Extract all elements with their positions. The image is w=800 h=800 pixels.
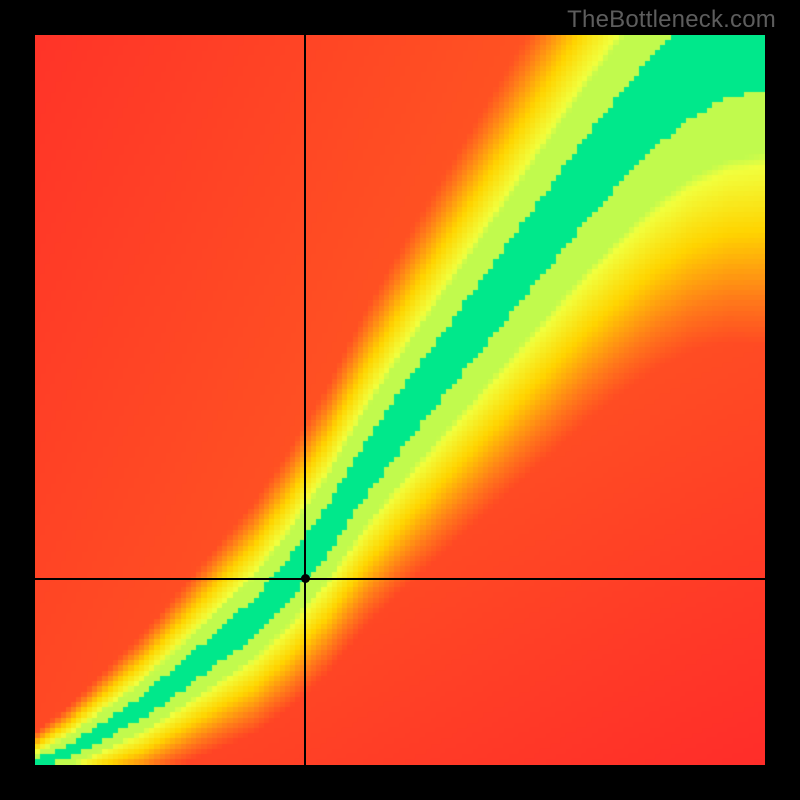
crosshair-horizontal: [35, 578, 765, 580]
heatmap-canvas: [35, 35, 765, 765]
crosshair-vertical: [304, 35, 306, 765]
watermark-text: TheBottleneck.com: [567, 6, 776, 34]
marker-point: [301, 574, 310, 583]
heatmap-container: TheBottleneck.com: [0, 0, 800, 800]
